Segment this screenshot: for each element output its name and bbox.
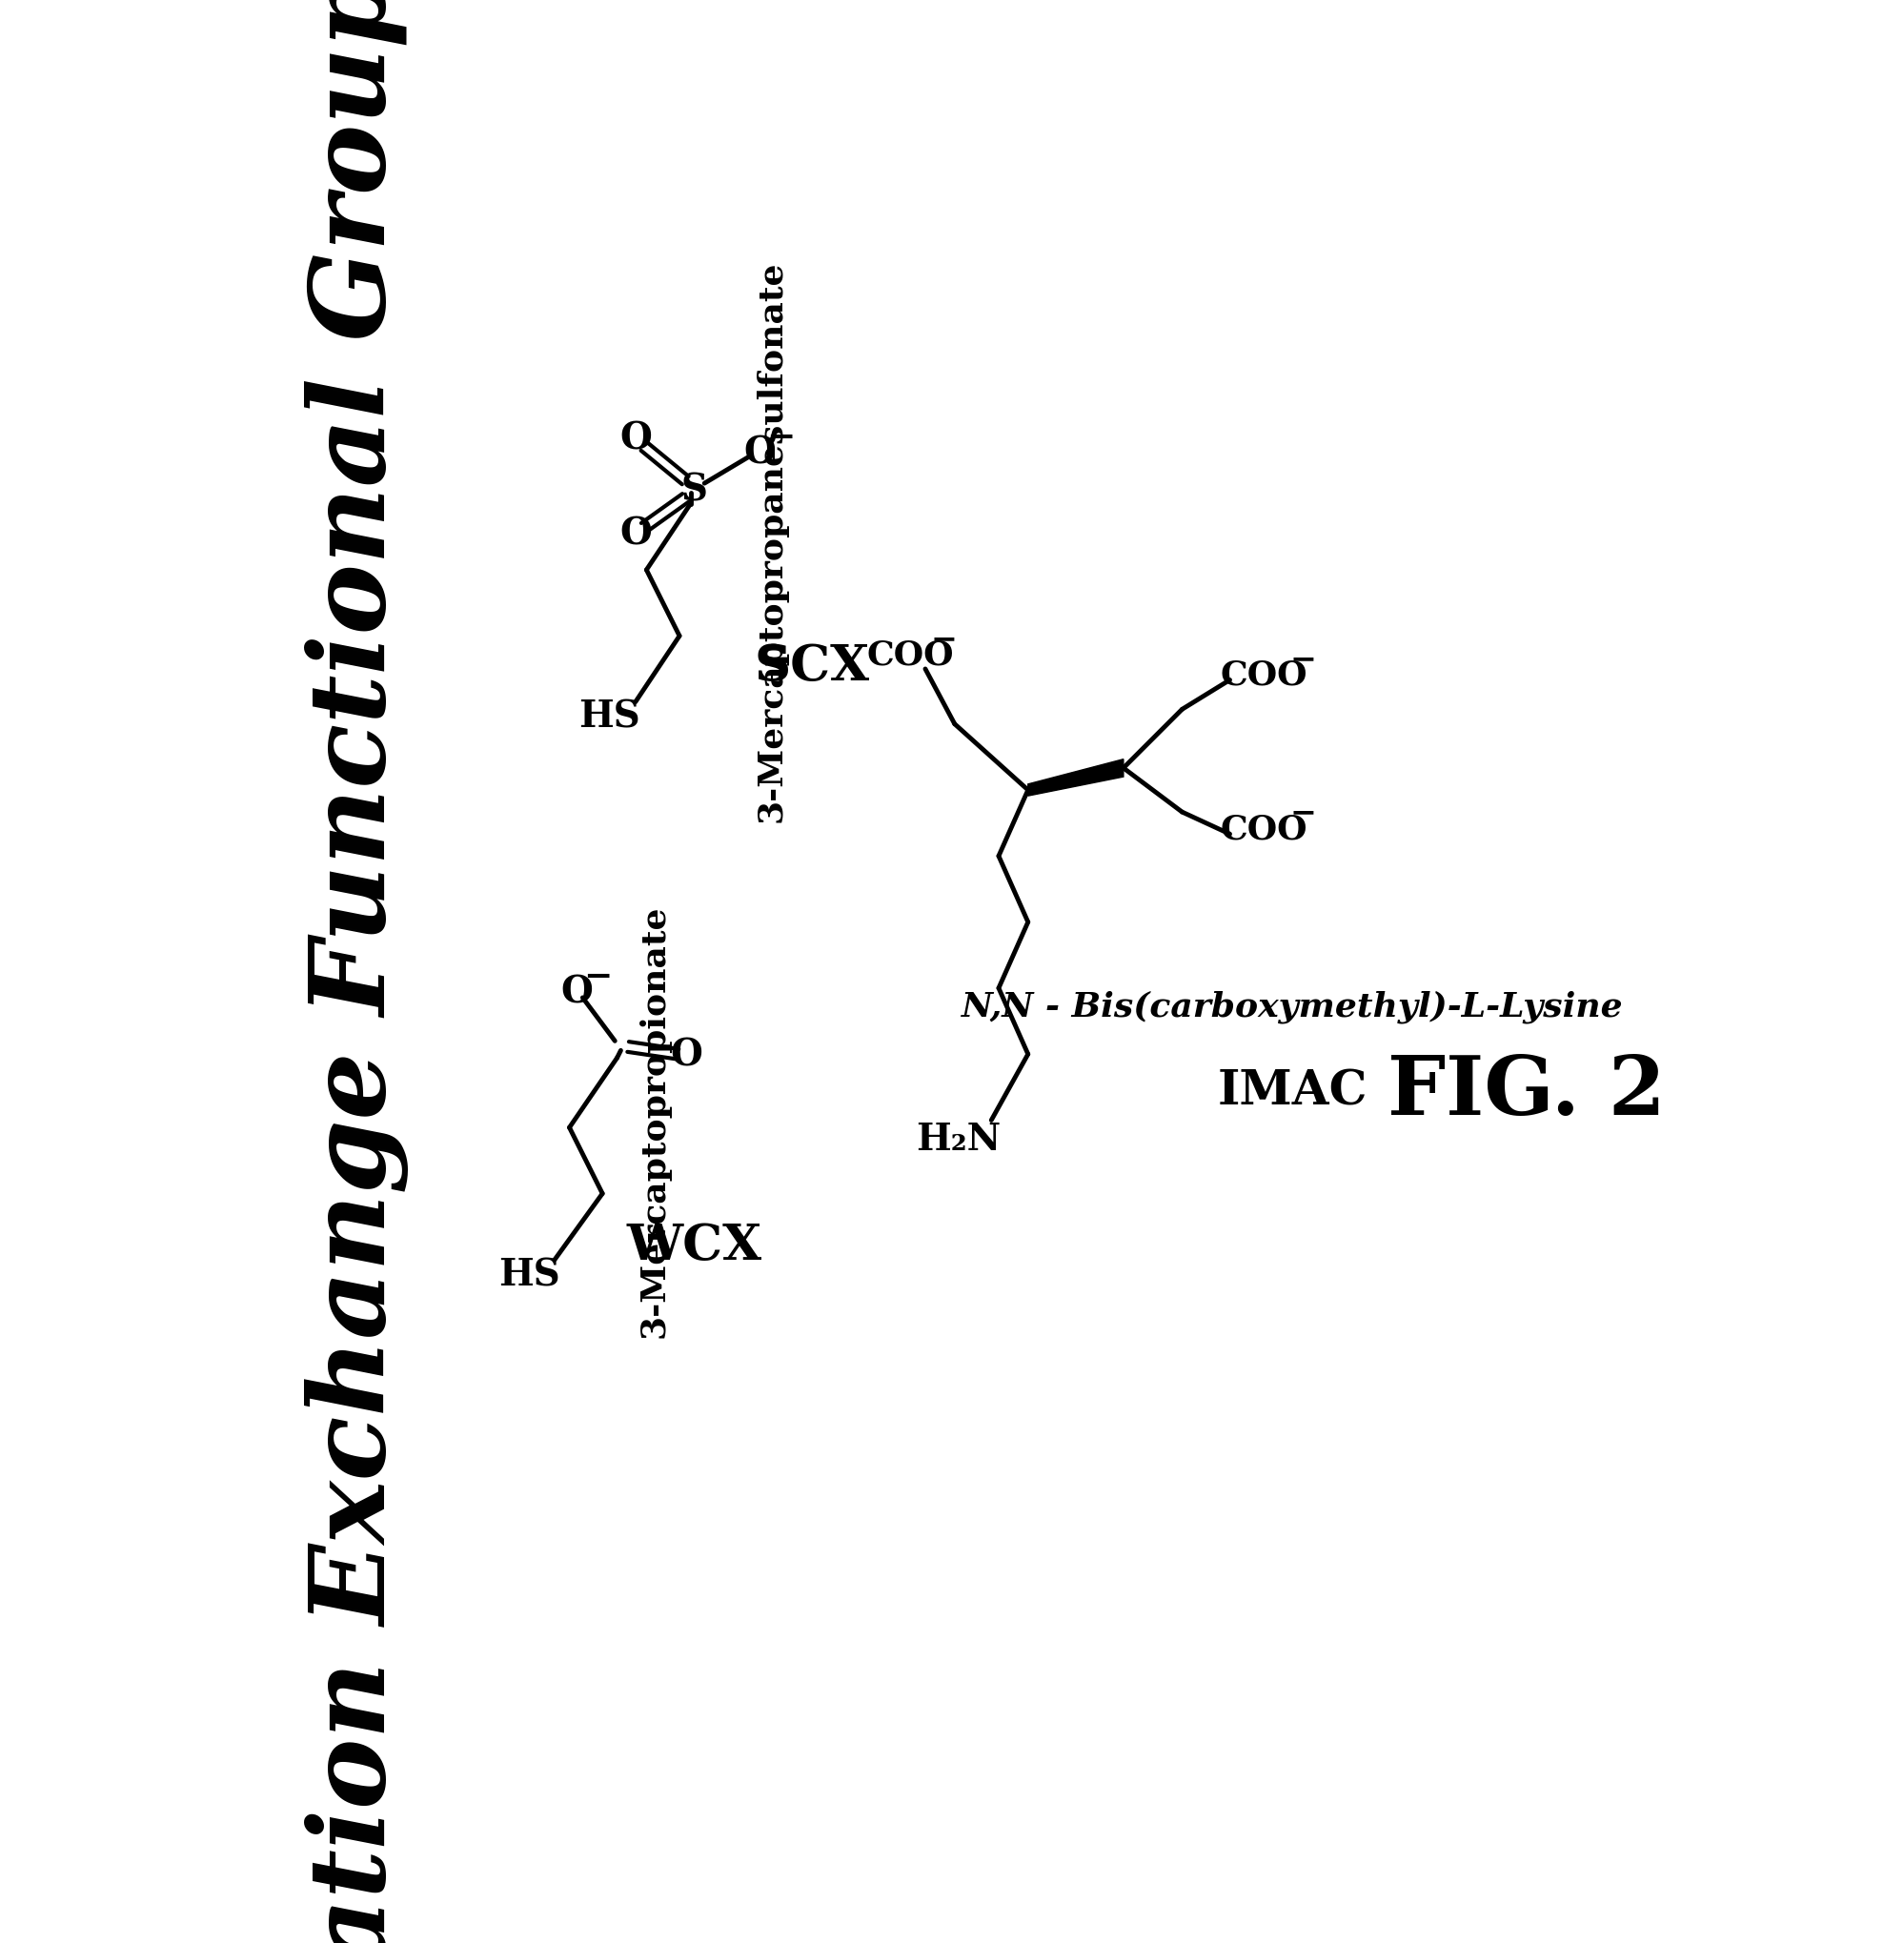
Text: SCX: SCX <box>754 641 868 690</box>
Text: HS: HS <box>499 1257 560 1292</box>
Text: −: − <box>583 960 611 993</box>
Text: 3-Mercaptopropionate: 3-Mercaptopropionate <box>638 903 670 1337</box>
Text: −: − <box>765 422 794 453</box>
Text: 3-Mercaptopropanesulfonate: 3-Mercaptopropanesulfonate <box>754 260 786 822</box>
Text: FIG. 2: FIG. 2 <box>1388 1051 1666 1131</box>
Polygon shape <box>1028 760 1123 797</box>
Text: COO: COO <box>866 639 954 670</box>
Text: O: O <box>560 973 592 1010</box>
Text: O: O <box>619 420 651 457</box>
Text: H₂N: H₂N <box>916 1121 1000 1156</box>
Text: WCX: WCX <box>626 1220 762 1269</box>
Text: O: O <box>619 515 651 552</box>
Text: S: S <box>680 472 706 507</box>
Text: COO: COO <box>1220 812 1308 845</box>
Text: Cation Exchange Functional Groups: Cation Exchange Functional Groups <box>305 0 407 1943</box>
Text: O: O <box>744 435 777 472</box>
Text: −: − <box>1289 797 1316 828</box>
Text: N,N - Bis(carboxymethyl)-L-Lysine: N,N - Bis(carboxymethyl)-L-Lysine <box>962 991 1622 1024</box>
Text: COO: COO <box>1220 659 1308 692</box>
Text: −: − <box>1289 643 1316 674</box>
Text: IMAC: IMAC <box>1217 1069 1367 1115</box>
Text: HS: HS <box>579 699 640 734</box>
Text: O: O <box>670 1036 703 1073</box>
Text: −: − <box>929 624 956 655</box>
